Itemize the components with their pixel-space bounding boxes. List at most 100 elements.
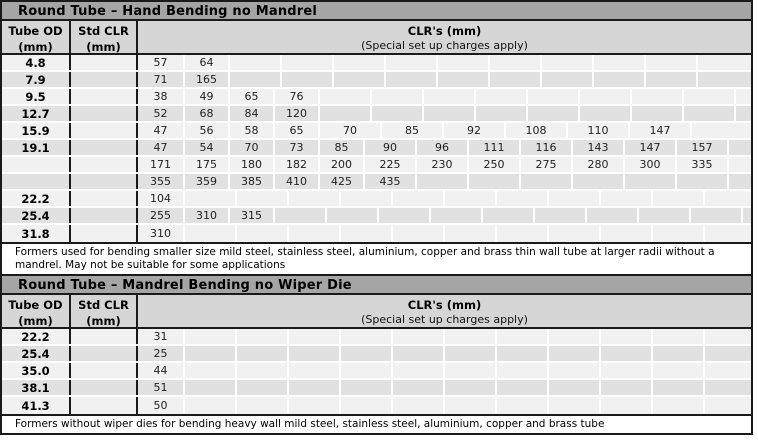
empty-cell (703, 329, 751, 344)
header-line: (mm) (86, 40, 121, 54)
empty-cell (391, 225, 443, 242)
tube-od-cell: 19.1 (2, 140, 71, 155)
std-clr-cell (71, 380, 138, 395)
std-clr-cell (71, 123, 138, 138)
clr-value-cell: 44 (153, 364, 168, 377)
clr-value-cell: 71 (153, 73, 168, 86)
clr-value-cell: 54 (183, 140, 228, 155)
empty-cell (273, 208, 325, 223)
tube-od-cell: 38.1 (2, 380, 71, 395)
clr-value-cell: 85 (318, 140, 363, 155)
std-clr-cell (71, 157, 138, 172)
clr-value-cell: 52 (153, 107, 168, 120)
clr-value-cell: 108 (504, 123, 566, 138)
tube-od-cell: 22.2 (2, 191, 71, 206)
empty-cell (370, 89, 422, 104)
clr-value-cell: 147 (628, 123, 690, 138)
clr-value-cell: 31 (153, 330, 168, 343)
empty-cell (599, 225, 651, 242)
std-clr-cell (71, 225, 138, 242)
empty-cell (703, 191, 751, 206)
clr-value-cell: 85 (380, 123, 442, 138)
empty-cell (415, 174, 467, 189)
header-line: Tube OD (8, 24, 63, 38)
tube-od-cell: 35.0 (2, 363, 71, 378)
empty-cell (599, 397, 651, 414)
table-row: 38.1 51 (2, 380, 751, 397)
std-clr-cell (71, 191, 138, 206)
empty-cell (495, 225, 547, 242)
clr-value-cell: 280 (571, 157, 623, 172)
empty-cell (235, 346, 287, 361)
clr-value-cell: 359 (183, 174, 228, 189)
empty-cell (734, 106, 751, 121)
empty-cell (495, 380, 547, 395)
empty-cell (526, 106, 578, 121)
empty-cell (495, 191, 547, 206)
clr-value-cell: 171 (150, 158, 171, 171)
empty-cell (585, 208, 637, 223)
empty-cell (578, 89, 630, 104)
clr-value-cell: 410 (273, 174, 318, 189)
clr-value-cell: 58 (228, 123, 273, 138)
std-clr-cell (71, 140, 138, 155)
empty-cell (235, 363, 287, 378)
table-block-mandrel-bending: Round Tube – Mandrel Bending no Wiper Di… (0, 276, 753, 435)
header-line: (mm) (18, 314, 53, 328)
clr-value-cell: 56 (183, 123, 228, 138)
tube-od-cell: 9.5 (2, 89, 71, 104)
empty-cell (696, 72, 751, 87)
empty-cell (391, 346, 443, 361)
std-clr-cell (71, 397, 138, 414)
std-clr-cell (71, 208, 138, 223)
table-row: 31.8 310 (2, 225, 751, 242)
empty-cell (696, 55, 751, 70)
clr-value-cell: 255 (150, 209, 171, 222)
empty-cell (571, 174, 623, 189)
clr-value-cell: 90 (363, 140, 415, 155)
empty-cell (235, 329, 287, 344)
empty-cell (651, 191, 703, 206)
empty-cell (592, 55, 644, 70)
std-clr-cell (71, 106, 138, 121)
empty-cell (183, 191, 235, 206)
empty-cell (682, 106, 734, 121)
clr-value-cell: 49 (183, 89, 228, 104)
col-header-clrs: CLR's (mm) (Special set up charges apply… (138, 21, 751, 53)
empty-cell (391, 329, 443, 344)
empty-cell (675, 174, 727, 189)
clr-value-cell: 116 (519, 140, 571, 155)
empty-cell (422, 106, 474, 121)
clr-value-cell: 73 (273, 140, 318, 155)
header-subline: (Special set up charges apply) (361, 39, 528, 52)
empty-cell (547, 397, 599, 414)
col-header-std-clr: Std CLR (mm) (71, 295, 138, 328)
clr-value-cell: 310 (183, 208, 228, 223)
clr-value-cell: 143 (571, 140, 623, 155)
clr-value-cell: 84 (228, 106, 273, 121)
empty-cell (578, 106, 630, 121)
empty-cell (703, 225, 751, 242)
clr-value-cell: 435 (363, 174, 415, 189)
empty-cell (488, 55, 540, 70)
empty-cell (547, 225, 599, 242)
empty-cell (599, 329, 651, 344)
clr-value-cell: 165 (183, 72, 228, 87)
table-row: 22.2 31 (2, 329, 751, 346)
table-row: 355 359 385 410 425 435 (2, 174, 751, 191)
std-clr-cell (71, 72, 138, 87)
empty-cell (547, 380, 599, 395)
clr-value-cell: 355 (150, 175, 171, 188)
table-header: Tube OD (mm) Std CLR (mm) CLR's (mm) (Sp… (2, 21, 751, 55)
empty-cell (519, 174, 571, 189)
clr-value-cell: 50 (153, 399, 168, 412)
empty-cell (391, 191, 443, 206)
empty-cell (637, 208, 689, 223)
empty-cell (235, 225, 287, 242)
empty-cell (391, 397, 443, 414)
empty-cell (689, 208, 741, 223)
col-header-tube-od: Tube OD (mm) (2, 295, 71, 328)
empty-cell (727, 157, 751, 172)
empty-cell (474, 106, 526, 121)
table-row: 41.3 50 (2, 397, 751, 414)
